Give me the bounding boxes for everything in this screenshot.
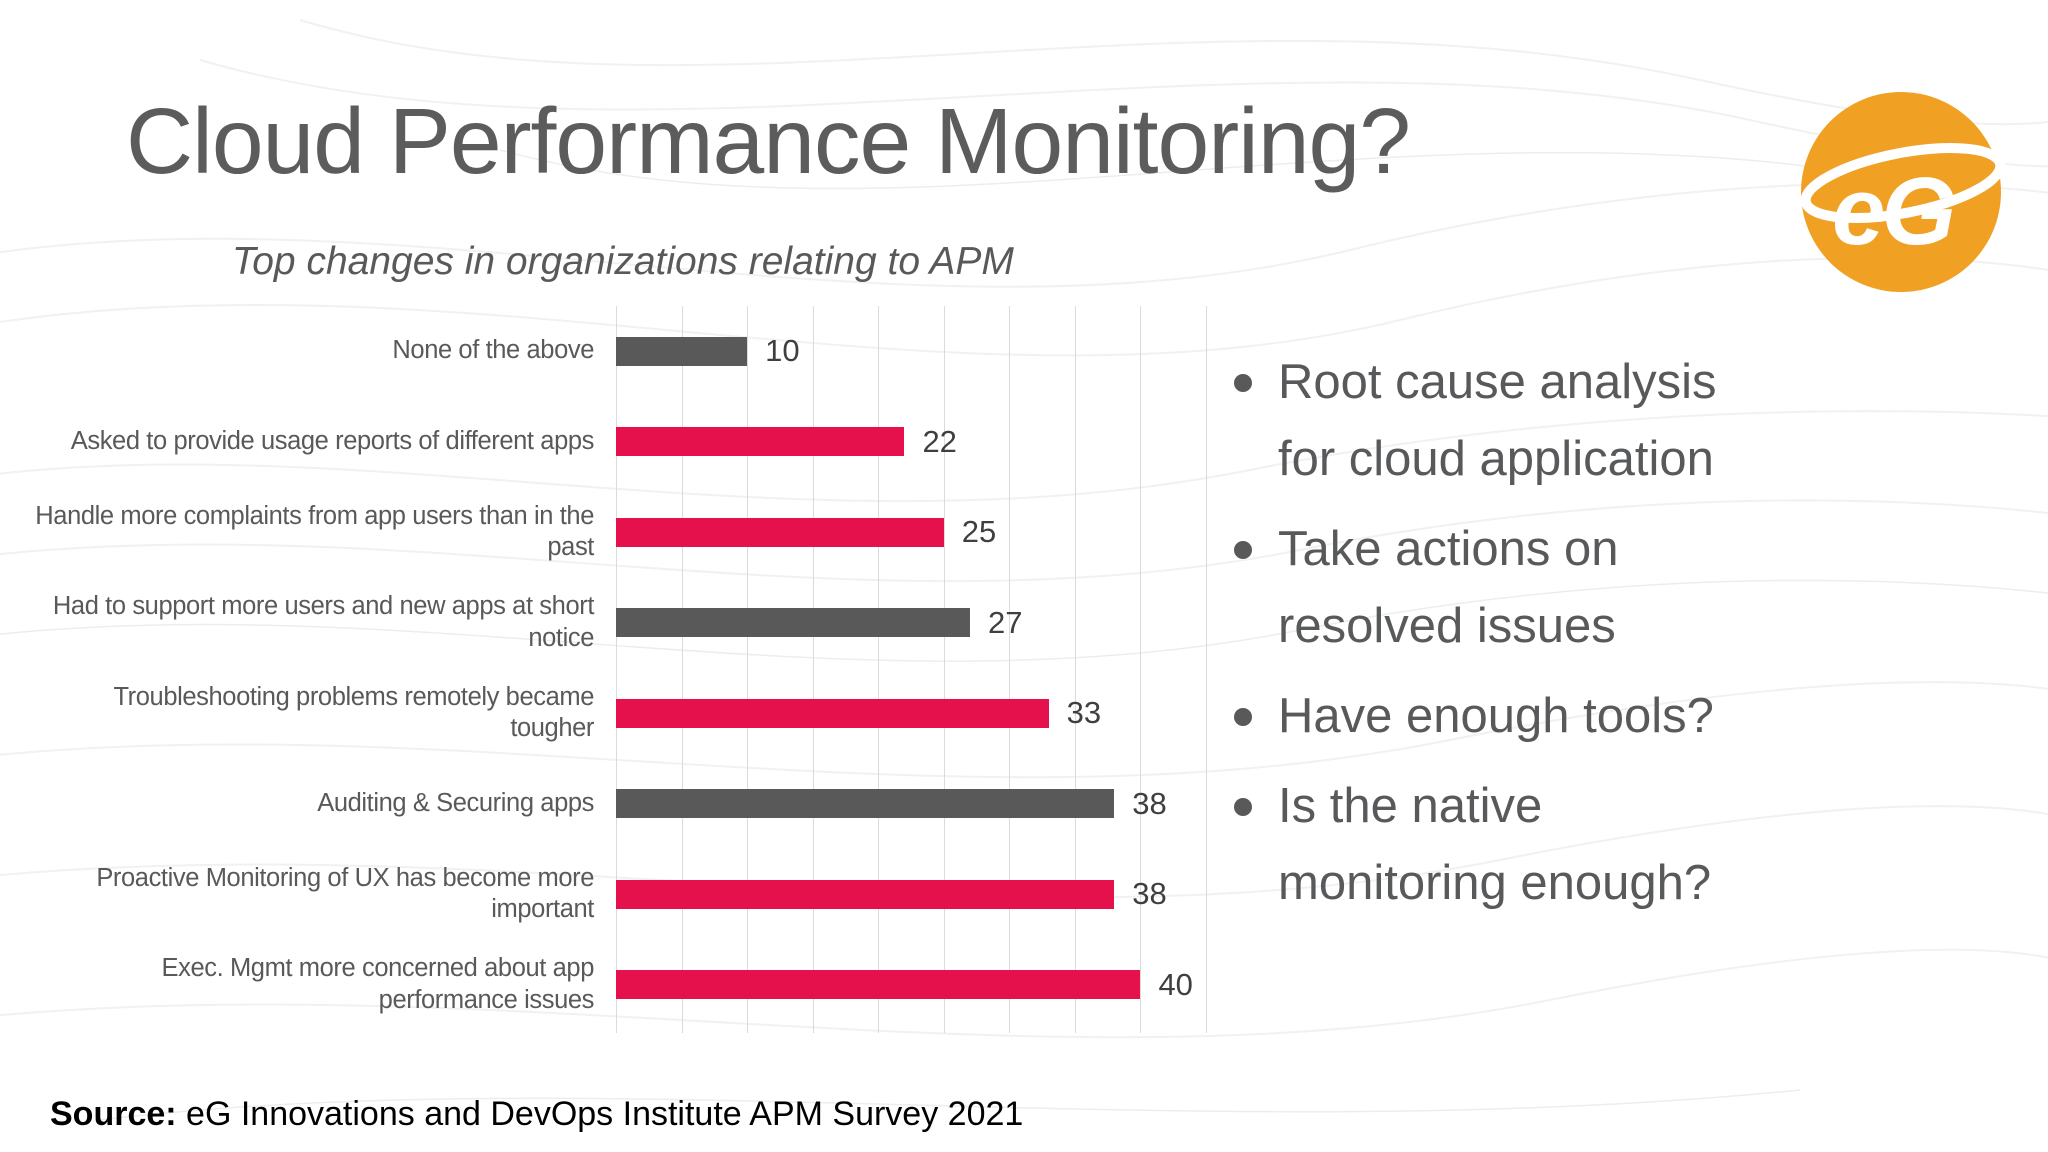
category-label: Proactive Monitoring of UX has become mo… (96, 863, 594, 924)
chart-row: Proactive Monitoring of UX has become mo… (0, 849, 1400, 940)
bar (616, 879, 1115, 909)
source-text: eG Innovations and DevOps Institute APM … (176, 1095, 1024, 1133)
gridline (616, 306, 617, 1033)
logo-swoosh (1800, 143, 2006, 223)
bar-wrap: 27 (616, 605, 1022, 641)
bar-wrap: 38 (616, 786, 1167, 822)
bullet-marker (1234, 374, 1252, 392)
logo-circle (1801, 92, 2001, 292)
bullet-marker (1234, 798, 1252, 816)
bar-wrap: 22 (616, 424, 957, 460)
bar (616, 789, 1115, 819)
bar (616, 970, 1141, 1000)
bar (616, 427, 905, 457)
page-title: Cloud Performance Monitoring? (126, 89, 1411, 193)
category-label: Handle more complaints from app users th… (35, 501, 594, 562)
bullet-item: Is the native monitoring enough? (1234, 768, 1854, 922)
category-label: Had to support more users and new apps a… (52, 592, 594, 652)
gridline (943, 306, 945, 1033)
bullet-text: Root cause analysis for cloud application (1278, 355, 1717, 486)
category-label: Asked to provide usage reports of differ… (70, 426, 595, 455)
bullet-item: Take actions on resolved issues (1234, 511, 1854, 665)
bullet-text: Is the native monitoring enough? (1278, 779, 1712, 910)
eg-logo: eG (1800, 92, 2006, 292)
chart-row: Handle more complaints from app users th… (0, 487, 1400, 578)
value-label: 40 (1158, 966, 1193, 1002)
gridline (878, 306, 880, 1033)
source-label: Source: (50, 1095, 177, 1133)
value-label: 38 (1132, 785, 1167, 821)
gridline (812, 306, 814, 1033)
chart-subtitle: Top changes in organizations relating to… (232, 240, 1014, 283)
value-label: 33 (1066, 695, 1102, 731)
gridline (681, 306, 683, 1033)
bar-wrap: 40 (616, 967, 1193, 1003)
bullet-item: Have enough tools? (1234, 678, 1854, 755)
source-note: Source: eG Innovations and DevOps Instit… (50, 1095, 1023, 1134)
gridline (1206, 306, 1207, 1033)
gridline (1140, 306, 1142, 1033)
chart-row: Exec. Mgmt more concerned about app perfo… (0, 940, 1400, 1031)
category-label: Troubleshooting problems remotely became… (113, 682, 594, 743)
bullet-marker (1234, 708, 1252, 726)
bullet-marker (1234, 541, 1252, 559)
category-label: Exec. Mgmt more concerned about app perfo… (161, 954, 595, 1014)
gridline (747, 306, 749, 1033)
chart-rows: None of the above 10 Asked to provide usag… (0, 306, 1400, 1030)
chart-row: Had to support more users and new apps a… (0, 578, 1400, 669)
bar (616, 698, 1049, 728)
bar-wrap: 38 (616, 876, 1167, 912)
bar-wrap: 10 (616, 333, 800, 369)
category-label: None of the above (392, 336, 594, 365)
gridline (1074, 306, 1076, 1033)
bar (616, 517, 944, 547)
bullet-item: Root cause analysis for cloud application (1234, 344, 1854, 498)
value-label: 38 (1132, 876, 1167, 912)
bullet-list: Root cause analysis for cloud application… (1234, 344, 1854, 935)
logo-text: eG (1832, 158, 1953, 265)
chart-row: Troubleshooting problems remotely became… (0, 668, 1400, 759)
chart-row: Asked to provide usage reports of differ… (0, 397, 1400, 488)
bar-wrap: 33 (616, 695, 1101, 731)
category-label: Auditing & Securing apps (317, 788, 594, 817)
chart-row: Auditing & Securing apps 38 (0, 759, 1400, 850)
chart-row: None of the above 10 (0, 306, 1400, 397)
value-label: 10 (765, 333, 800, 369)
value-label: 22 (922, 423, 957, 459)
gridline (1009, 306, 1011, 1033)
bullet-text: Take actions on resolved issues (1278, 522, 1619, 653)
bar (616, 608, 970, 638)
bar (616, 336, 748, 366)
plot-grid (616, 306, 1207, 1033)
value-label: 25 (961, 514, 997, 550)
value-label: 27 (988, 604, 1023, 640)
bar-chart: None of the above 10 Asked to provide usag… (0, 306, 2048, 1096)
bullet-text: Have enough tools? (1278, 689, 1714, 743)
bar-wrap: 25 (616, 514, 996, 550)
